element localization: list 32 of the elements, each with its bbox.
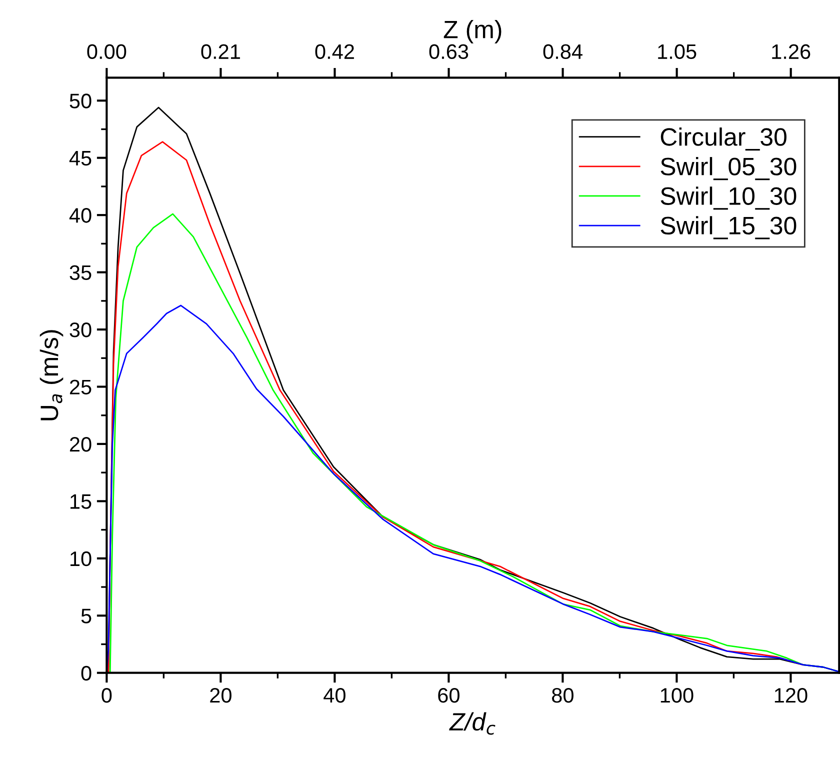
x2-tick-label: 0.00 <box>87 44 126 60</box>
x2-tick-label: 1.05 <box>658 44 696 60</box>
y-tick-label: 0 <box>81 666 92 681</box>
y-tick-label: 45 <box>69 151 92 166</box>
x-axis-title: Z/d$_{c}$ <box>449 712 496 735</box>
y-tick-label: 15 <box>70 494 92 509</box>
legend-label: Swirl_05_30 <box>660 157 796 180</box>
y-axis-title: U$_{a}$ (m/s) <box>40 330 64 420</box>
x-tick-label: 60 <box>438 688 460 703</box>
y-tick-label: 10 <box>70 551 92 566</box>
x-tick-label: 80 <box>552 688 574 703</box>
y-tick-label: 40 <box>69 208 92 223</box>
x2-tick-label: 0.42 <box>315 44 354 60</box>
legend-label: Circular_30 <box>660 127 786 151</box>
x2-axis-title: Z (m) <box>444 20 502 44</box>
x2-tick-label: 0.84 <box>543 44 582 60</box>
y-tick-label: 50 <box>70 94 92 108</box>
x-tick-label: 40 <box>324 688 346 703</box>
x-tick-label: 120 <box>774 688 808 703</box>
legend-label: Swirl_15_30 <box>660 216 796 240</box>
x-tick-label: 0 <box>102 688 112 703</box>
x-tick-label: 100 <box>660 688 694 703</box>
legend-label: Swirl_10_30 <box>660 186 796 210</box>
y-tick-label: 25 <box>70 380 92 394</box>
y-tick-label: 20 <box>70 436 92 452</box>
y-tick-label: 35 <box>70 265 92 280</box>
x2-tick-label: 0.21 <box>201 44 240 60</box>
y-tick-label: 30 <box>70 322 92 338</box>
y-tick-label: 5 <box>81 608 92 624</box>
x-tick-label: 20 <box>210 688 232 703</box>
x2-tick-label: 0.63 <box>429 44 468 60</box>
x2-tick-label: 1.26 <box>772 44 810 60</box>
